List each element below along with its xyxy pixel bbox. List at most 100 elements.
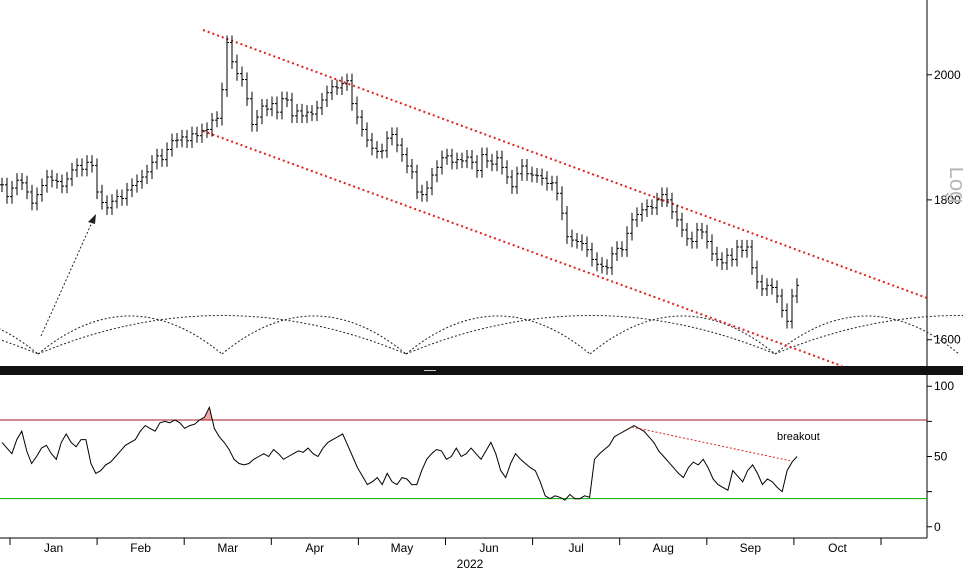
price-bar [555,175,559,201]
price-bar [695,222,699,249]
price-bar [110,194,114,215]
price-y-tick-label: 1600 [934,333,961,347]
x-month-label: Jun [479,541,498,555]
price-bar [235,54,239,81]
price-bar [310,105,314,122]
price-bar [570,229,574,248]
price-bar [575,233,579,249]
price-bar [85,155,89,177]
price-bar [775,280,779,304]
price-bar [135,174,139,193]
price-bar [225,35,229,97]
price-bar [20,173,24,190]
price-bar [40,178,44,202]
price-bar [515,166,519,194]
x-month-label: Apr [306,541,325,555]
price-bar [250,91,254,132]
price-bar [740,239,744,258]
x-month-label: Jan [44,541,63,555]
osc-y-tick-label: 0 [934,520,941,534]
price-bar [390,127,394,146]
price-bar [200,123,204,143]
price-y-axis: 1600 1800 2000 [927,68,961,347]
price-bar [295,103,299,123]
price-bar [55,173,59,189]
price-bar [75,158,79,178]
channel-lower-line [202,130,843,367]
price-bar [65,171,69,194]
price-bar [725,248,729,271]
overbought-fill [199,407,213,420]
price-bar [105,195,109,215]
cycle-arc-long [37,315,407,355]
price-bar [665,187,669,208]
price-bar [285,91,289,108]
price-bar [685,222,689,246]
price-bar [165,142,169,167]
price-bar [405,147,409,174]
price-bar [0,177,4,192]
price-bar [340,76,344,96]
price-bar [470,150,474,170]
price-bar [750,239,754,275]
price-bar [535,167,539,183]
price-bar [600,257,604,274]
price-bar [180,129,184,148]
price-bar [765,278,769,297]
price-bar [130,178,134,198]
price-bar [335,79,339,96]
price-bar [620,241,624,257]
price-bar [445,148,449,165]
price-bar [625,226,629,257]
price-bar [425,180,429,202]
panel-divider[interactable] [0,366,963,375]
cycle-arc-short [221,315,407,355]
price-bar [770,278,774,295]
cycle-arc-short [405,315,591,355]
price-bar [630,212,634,241]
x-axis: Jan Feb Mar Apr May Jun Jul Aug Sep Oct [9,538,882,555]
price-bar [435,160,439,183]
price-bar [680,212,684,238]
breakout-annotation: breakout [777,431,820,443]
price-bar [640,202,644,222]
price-bar [520,158,524,181]
price-bar [245,72,249,106]
price-bar [605,259,609,275]
price-bar [705,224,709,249]
breakout-trendline [631,426,791,462]
price-bar [260,98,264,125]
price-bar [495,150,499,172]
price-bar [60,174,64,194]
price-bar [30,184,34,211]
price-bar [675,204,679,227]
oscillator-line [1,405,798,501]
price-axis-label: Log [945,167,963,204]
price-bar [580,234,584,251]
price-bar [300,103,304,123]
price-bar [670,192,674,219]
price-bar [185,129,189,148]
price-bar [15,173,19,196]
cycle-arrow [40,219,94,337]
price-bar [450,148,454,170]
price-bar [485,147,489,169]
price-bar [540,168,544,186]
year-label: 2022 [457,557,484,571]
price-bar [590,242,594,267]
price-bar [730,248,734,267]
price-bar [230,35,234,69]
price-bar [25,175,29,200]
price-bar [440,150,444,175]
price-bar [480,147,484,178]
price-bar [790,288,794,329]
price-bar [385,131,389,158]
x-month-label: Oct [828,541,847,555]
price-bar [715,246,719,267]
price-bar [410,158,414,179]
price-bar [455,152,459,170]
price-bar [175,132,179,148]
price-bar [795,278,799,304]
price-bar [545,171,549,191]
